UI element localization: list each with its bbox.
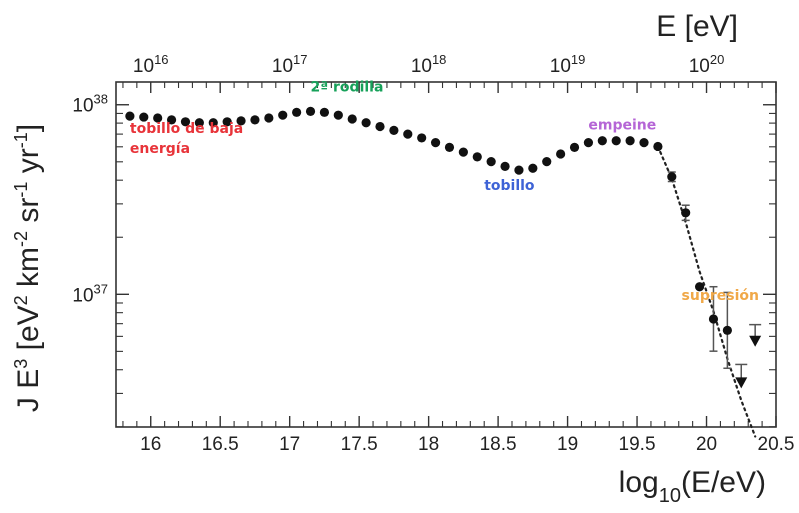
data-point xyxy=(250,115,260,125)
data-point xyxy=(125,111,135,121)
data-point xyxy=(556,149,566,159)
data-point xyxy=(417,133,427,143)
top-tick-label: 1020 xyxy=(689,52,725,77)
data-point xyxy=(528,163,538,173)
annotation-low-energy-ankle: tobillo de baja energía xyxy=(130,121,243,157)
data-point xyxy=(430,138,441,148)
x-axis-title: log10(E/eV) xyxy=(619,466,766,507)
data-point xyxy=(319,107,330,117)
data-point xyxy=(347,114,357,124)
data-point xyxy=(236,116,246,126)
data-point xyxy=(458,147,468,157)
plot-frame xyxy=(115,81,777,428)
x-tick-label: 17 xyxy=(279,434,300,455)
x-tick-label: 18 xyxy=(418,434,439,455)
data-point xyxy=(611,136,621,146)
data-point xyxy=(542,157,552,167)
y-axis-title: J E3 [eV2 km-2 sr-1 yr-1] xyxy=(11,124,45,412)
data-point xyxy=(444,142,455,152)
x-tick-label: 19 xyxy=(557,434,578,455)
top-tick-label: 1019 xyxy=(550,52,586,77)
data-point xyxy=(403,129,413,139)
data-point xyxy=(667,172,677,182)
data-point xyxy=(264,113,274,123)
data-point xyxy=(194,118,204,128)
data-point xyxy=(375,121,385,132)
annotation-second-knee: 2ª rodilla xyxy=(311,79,384,95)
x-tick-label: 16.5 xyxy=(202,434,239,455)
top-tick-label: 1017 xyxy=(272,52,308,77)
annotation-instep: empeine xyxy=(588,117,656,133)
upper-limit-arrow xyxy=(735,377,748,389)
data-point xyxy=(694,282,705,292)
x-tick-label: 16 xyxy=(140,434,161,455)
top-tick-label: 1016 xyxy=(133,52,169,77)
data-point xyxy=(292,107,302,117)
data-point xyxy=(305,106,316,116)
x-tick-label: 20.5 xyxy=(758,434,795,455)
x-tick-label: 18.5 xyxy=(480,434,517,455)
y-tick-label: 1037 xyxy=(72,281,108,306)
data-point xyxy=(569,142,580,152)
data-point xyxy=(583,138,594,148)
top-tick-label: 1018 xyxy=(411,52,447,77)
data-point xyxy=(681,208,691,218)
data-point xyxy=(708,314,719,324)
x-tick-label: 20 xyxy=(696,434,717,455)
data-point xyxy=(500,161,510,171)
data-point xyxy=(222,117,232,127)
data-point xyxy=(139,112,149,122)
data-point xyxy=(486,157,496,167)
data-point xyxy=(361,118,371,128)
data-point xyxy=(166,115,177,125)
data-point xyxy=(208,118,218,128)
fit-line xyxy=(656,145,757,438)
data-point xyxy=(153,113,163,123)
data-point xyxy=(722,325,732,335)
x-tick-label: 17.5 xyxy=(341,434,378,455)
annotation-suppression: supresión xyxy=(682,288,759,304)
data-point xyxy=(514,165,524,175)
data-point xyxy=(278,110,288,120)
x-tick-label: 19.5 xyxy=(619,434,656,455)
data-point xyxy=(625,136,635,146)
data-point xyxy=(472,152,482,162)
top-axis-title: E [eV] xyxy=(656,10,738,43)
data-point xyxy=(180,117,191,127)
data-point xyxy=(389,125,399,135)
annotation-ankle: tobillo xyxy=(484,178,535,194)
y-tick-label: 1038 xyxy=(72,92,108,117)
data-point xyxy=(653,141,663,152)
data-point xyxy=(639,138,649,148)
upper-limit-arrow xyxy=(749,335,762,347)
data-point xyxy=(333,110,343,120)
data-point xyxy=(597,136,607,146)
